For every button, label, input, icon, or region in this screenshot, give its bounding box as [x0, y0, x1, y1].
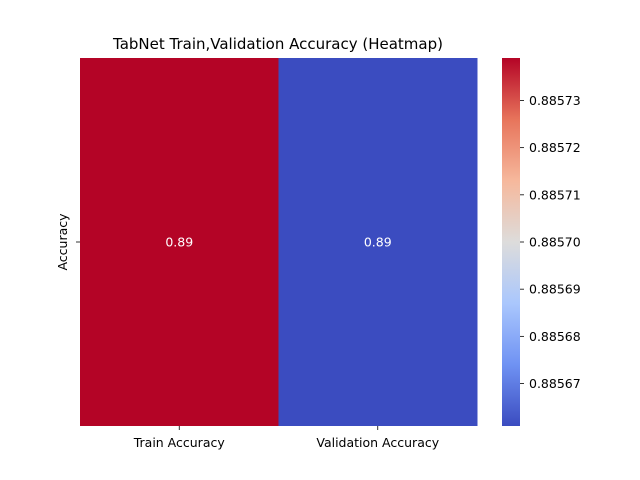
y-tick-label: Accuracy	[55, 213, 70, 271]
cell-annotation: 0.89	[165, 235, 193, 250]
cell-annotation: 0.89	[364, 235, 392, 250]
x-tick-label: Train Accuracy	[133, 435, 226, 450]
heatmap-cells: 0.89 0.89	[80, 58, 478, 426]
colorbar-tick-label: 0.88570	[529, 235, 581, 250]
colorbar-tick-label: 0.88573	[529, 93, 581, 108]
x-tick-label: Validation Accuracy	[316, 435, 439, 450]
colorbar: 0.88567 0.88568 0.88569 0.88570 0.88571 0.885…	[502, 58, 581, 426]
heatmap-cell	[278, 58, 478, 426]
colorbar-tick-label: 0.88568	[529, 329, 581, 344]
colorbar-tick-label: 0.88572	[529, 140, 581, 155]
y-axis: Accuracy	[55, 213, 80, 271]
heatmap-cell	[80, 58, 279, 426]
colorbar-tick-label: 0.88571	[529, 187, 581, 202]
colorbar-gradient	[502, 58, 520, 426]
colorbar-tick-label: 0.88569	[529, 282, 581, 297]
x-axis: Train Accuracy Validation Accuracy	[133, 426, 440, 450]
colorbar-tick-label: 0.88567	[529, 376, 581, 391]
chart-title: TabNet Train,Validation Accuracy (Heatma…	[112, 35, 443, 53]
